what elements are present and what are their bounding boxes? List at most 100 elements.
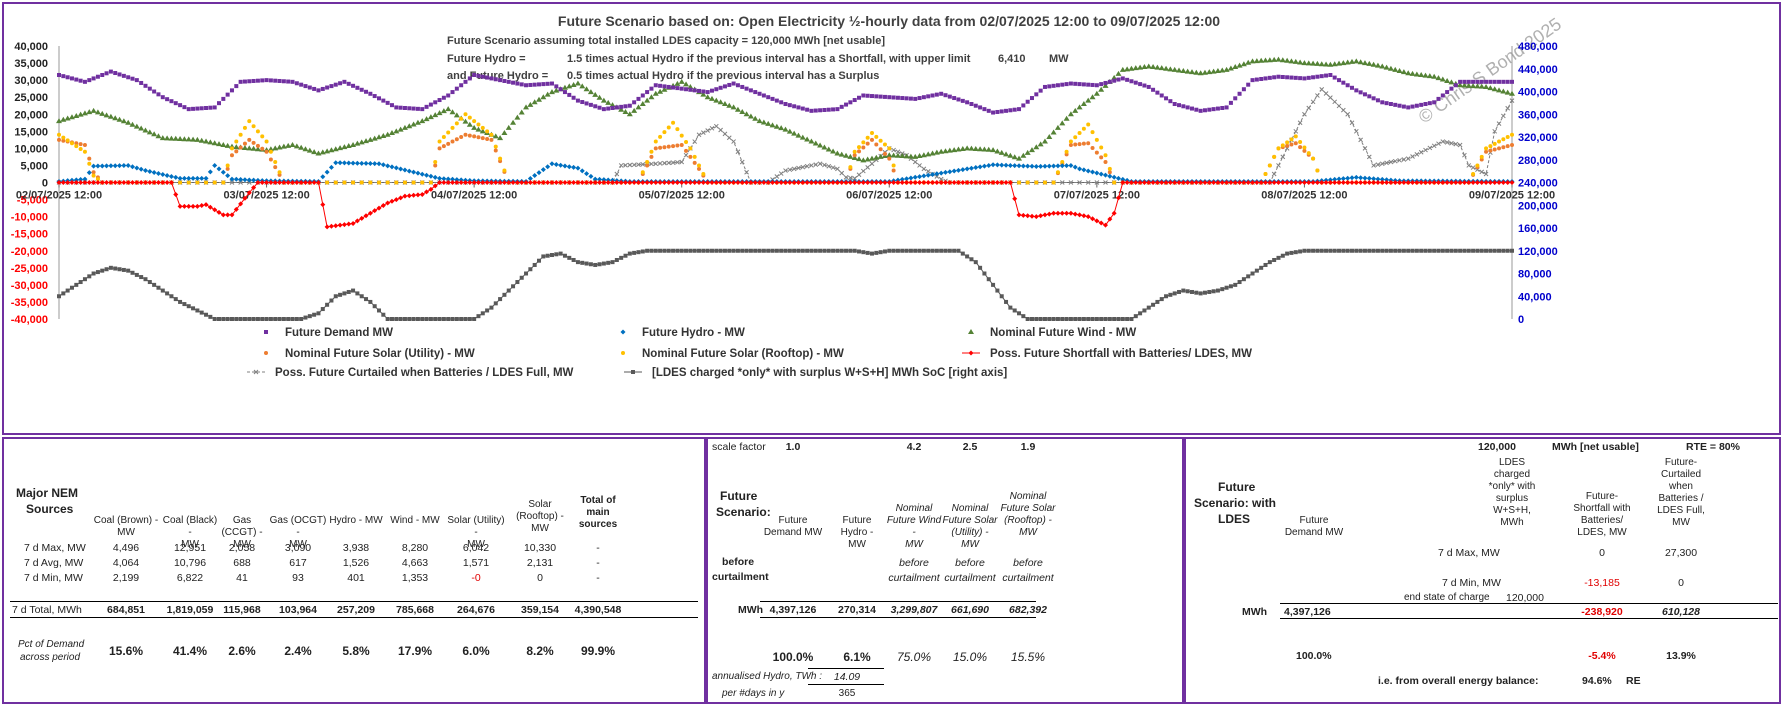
data-point-ldes	[472, 317, 477, 321]
data-point-shortfall	[1349, 180, 1355, 185]
data-point-demand	[874, 94, 879, 99]
data-point-wind	[804, 136, 811, 142]
left-col-header: Gas (CCGT) - MW	[221, 515, 263, 550]
data-point-wind	[1197, 70, 1204, 76]
left-cell: 2,058	[228, 542, 256, 554]
left-cell: -0	[471, 572, 481, 584]
data-point-solar_rooftop	[692, 154, 697, 159]
data-point-ldes	[212, 317, 217, 321]
data-point-wind	[1509, 90, 1515, 96]
left-cell: 3,938	[342, 542, 370, 554]
data-point-hydro	[1038, 163, 1044, 169]
data-point-hydro	[1016, 163, 1022, 169]
data-point-shortfall	[99, 180, 105, 185]
data-point-ldes	[1038, 317, 1043, 321]
data-point-solar_utility	[1289, 142, 1294, 147]
data-point-hydro	[419, 171, 425, 177]
data-point-ldes	[882, 249, 887, 254]
data-point-hydro	[527, 176, 533, 182]
data-point-demand	[783, 102, 788, 107]
data-point-wind	[1478, 83, 1485, 89]
data-point-solar_rooftop	[251, 124, 256, 129]
data-point-solar_utility	[450, 139, 455, 144]
data-point-ldes	[1302, 248, 1307, 253]
data-point-demand	[242, 79, 247, 84]
data-point-demand	[895, 95, 900, 100]
scale-factor: 1.0	[785, 441, 801, 453]
data-point-curtailed	[809, 163, 814, 168]
data-point-shortfall	[1397, 180, 1403, 185]
data-point-solar_rooftop	[74, 144, 79, 149]
data-point-demand	[679, 86, 684, 91]
data-point-shortfall	[225, 212, 231, 218]
data-point-ldes	[364, 297, 369, 302]
data-point-demand	[472, 73, 477, 78]
data-point-shortfall	[251, 185, 257, 191]
data-point-shortfall	[700, 180, 706, 185]
data-point-wind	[868, 155, 875, 161]
data-point-demand	[355, 85, 360, 90]
data-point-ldes	[303, 315, 308, 320]
data-point-shortfall	[82, 180, 88, 185]
data-point-shortfall	[977, 180, 983, 185]
data-point-ldes	[152, 282, 157, 287]
data-point-hydro	[1345, 175, 1351, 181]
data-point-ldes	[593, 262, 598, 267]
data-point-solar_rooftop	[234, 139, 239, 144]
data-point-solar_rooftop	[887, 146, 892, 151]
data-point-shortfall	[1509, 180, 1515, 185]
data-point-ldes	[757, 248, 762, 253]
annual-hydro-label: annualised Hydro, TWh :	[712, 671, 823, 682]
data-point-solar_utility	[61, 138, 66, 143]
data-point-demand	[1358, 90, 1363, 95]
data-point-shortfall	[653, 180, 659, 185]
data-point-wind	[388, 130, 395, 136]
data-point-wind	[899, 153, 906, 159]
legend-marker	[264, 330, 268, 334]
data-point-wind	[466, 121, 473, 127]
data-point-shortfall	[389, 198, 395, 204]
data-point-demand	[260, 78, 265, 83]
data-point-shortfall	[981, 180, 987, 185]
data-point-wind	[1223, 66, 1230, 72]
left-axis-tick: 35,000	[14, 58, 48, 70]
data-point-shortfall	[216, 209, 222, 215]
data-point-shortfall	[1198, 180, 1204, 185]
data-point-demand	[1458, 79, 1463, 84]
data-point-wind	[1310, 60, 1317, 66]
data-point-demand	[1021, 103, 1026, 108]
data-point-wind	[985, 146, 992, 152]
data-point-shortfall	[1500, 180, 1506, 185]
data-point-ldes	[1189, 289, 1194, 294]
data-point-solar_rooftop	[1311, 156, 1316, 161]
data-point-shortfall	[475, 180, 481, 185]
chart-title: Future Scenario based on: Open Electrici…	[558, 13, 1220, 29]
data-point-ldes	[381, 312, 386, 317]
data-point-shortfall	[462, 180, 468, 185]
data-point-ldes	[865, 250, 870, 255]
data-point-wind	[146, 129, 153, 135]
data-point-solar_utility	[463, 132, 468, 137]
data-point-curtailed	[1453, 141, 1459, 147]
data-point-solar_rooftop	[1094, 137, 1099, 142]
data-point-demand	[1168, 99, 1173, 104]
before-label-2: curtailment	[712, 571, 769, 583]
data-point-wind	[445, 106, 452, 112]
data-point-demand	[398, 105, 403, 110]
data-point-shortfall	[999, 180, 1005, 185]
data-point-hydro	[1064, 163, 1070, 169]
data-point-ldes	[774, 248, 779, 253]
data-point-ldes	[204, 312, 209, 317]
data-point-curtailed	[822, 162, 827, 168]
data-point-wind	[328, 147, 335, 153]
data-point-ldes	[934, 248, 939, 253]
data-point-demand	[372, 94, 377, 99]
data-point-shortfall	[1167, 180, 1173, 185]
data-point-demand	[930, 93, 935, 98]
data-point-ldes	[277, 317, 282, 321]
data-point-ldes	[398, 317, 403, 321]
data-point-demand	[485, 75, 490, 80]
data-point-demand	[489, 76, 494, 81]
data-point-demand	[1090, 82, 1095, 87]
data-point-demand	[1164, 96, 1169, 101]
